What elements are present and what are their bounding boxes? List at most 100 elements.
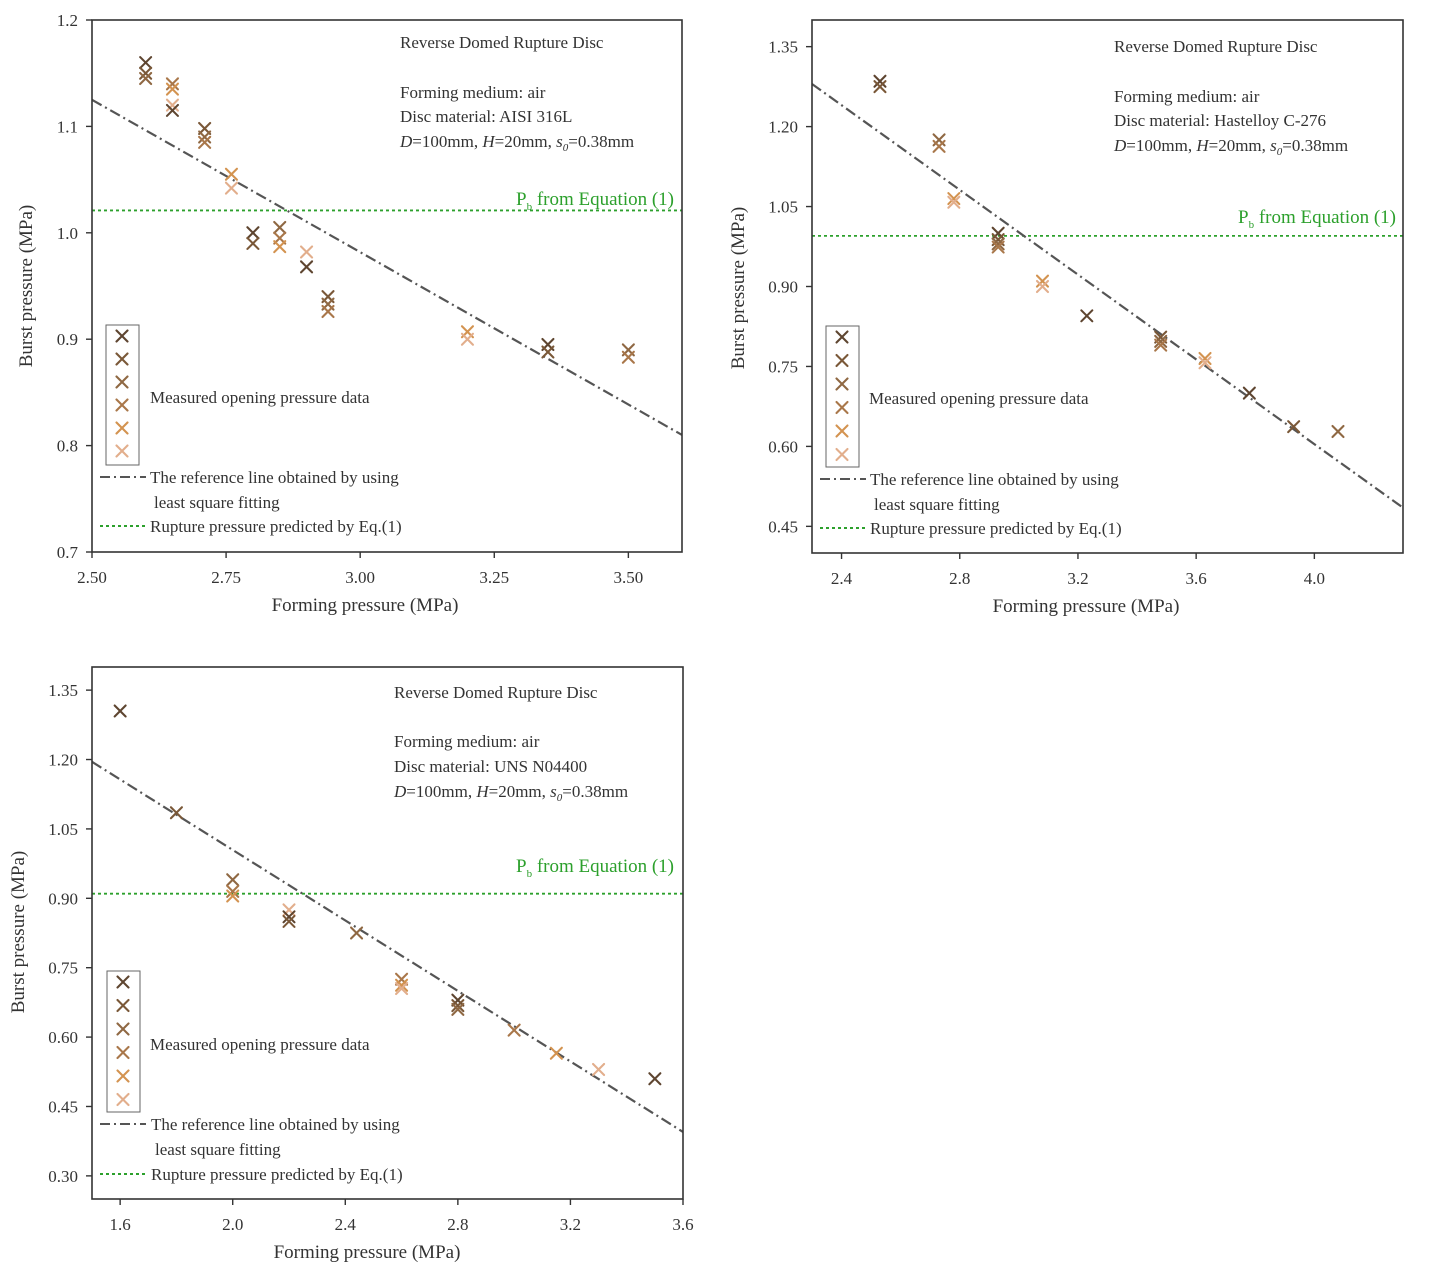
panel-3-data-point — [395, 978, 409, 992]
panel-3-data-point — [226, 873, 240, 887]
panel-3-data-point — [113, 704, 127, 718]
panel-2-data-point-stroke-b — [1287, 420, 1301, 434]
panel-3-annotation-medium: Forming medium: air — [394, 732, 540, 751]
panel-1-data-point — [246, 236, 260, 250]
panel-3-data-point-stroke-b — [226, 873, 240, 887]
panel-2-legend-marker — [835, 400, 849, 415]
panel-3-data-point-stroke-b — [648, 1072, 662, 1086]
panel-1-legend-fit-line1: The reference line obtained by using — [150, 468, 399, 487]
panel-3-data-point — [226, 884, 240, 898]
panel-2-legend-fit-line1: The reference line obtained by using — [870, 470, 1119, 489]
panel-3-x-tick-label: 3.2 — [560, 1215, 581, 1234]
panel-1-data-point-stroke-b — [198, 135, 212, 149]
panel-3-legend-marker-stroke-b — [116, 1069, 130, 1083]
panel-2-legend-markers — [835, 330, 849, 462]
panel-2-data-point-stroke-b — [1198, 356, 1212, 370]
panel-2-data-point — [1198, 351, 1212, 366]
panel-2-data-point — [873, 74, 887, 88]
panel-3: 1.6 2.0 2.4 2.8 3.2 3.6 0.30 0.45 0.60 0.75 0.90 1.… — [8, 666, 694, 1263]
panel-2-legend-marker — [835, 447, 849, 462]
panel-3-data-point — [349, 926, 364, 940]
panel-2-legend-fit-line2: least square fitting — [874, 495, 1000, 514]
panel-2-data-point — [1080, 309, 1094, 323]
panel-1-data-point-stroke-b — [246, 236, 260, 250]
panel-3-x-tick-label: 2.8 — [447, 1215, 468, 1234]
panel-1-plot-elements — [91, 56, 683, 436]
panel-2-annotation-dims: D=100mm, H=20mm, s0=0.38mm — [1113, 136, 1348, 158]
panel-2-data-point-stroke-b — [1242, 386, 1256, 400]
panel-2-data-point-stroke-b — [991, 237, 1005, 251]
panel-3-data-point — [226, 889, 240, 903]
panel-2-data-point-stroke-b — [1154, 338, 1168, 352]
panel-2-data-point — [1035, 279, 1050, 294]
panel-3-legend-marker — [116, 998, 130, 1013]
panel-2-annotation-material: Disc material: Hastelloy C-276 — [1114, 111, 1326, 130]
panel-1-data-point — [321, 304, 335, 319]
panel-2-data-point — [1035, 274, 1050, 288]
panel-1-legend-marker — [115, 375, 129, 389]
panel-1-data-point-stroke-b — [541, 345, 555, 359]
panel-2-x-axis-label: Forming pressure (MPa) — [993, 596, 1180, 617]
panel-3-y-tick-label: 1.20 — [48, 751, 78, 770]
panel-3-data-point-stroke-b — [395, 981, 409, 996]
panel-2-data-point — [991, 240, 1005, 254]
panel-3-legend-marker-stroke-b — [116, 1092, 130, 1107]
panel-3-data-point-stroke-b — [169, 806, 183, 820]
panel-1-legend-marker-stroke-b — [115, 352, 129, 366]
panel-1-data-point — [460, 332, 475, 346]
panel-1-data-point — [198, 135, 212, 149]
panel-1-data-point-stroke-b — [273, 240, 287, 254]
panel-1-legend-measured: Measured opening pressure data — [150, 388, 370, 407]
panel-1-legend-marker — [115, 444, 129, 458]
panel-3-ticks: 1.6 2.0 2.4 2.8 3.2 3.6 0.30 0.45 0.60 0.75 0.90 1.… — [48, 681, 693, 1234]
panel-3-annotation-material: Disc material: UNS N04400 — [394, 757, 587, 776]
panel-1-y-tick-label: 0.7 — [57, 543, 79, 562]
panel-2-y-tick-label: 1.35 — [768, 38, 798, 57]
panel-1-legend-marker-stroke-b — [115, 329, 129, 343]
panel-2-legend-marker-box — [825, 325, 860, 468]
panel-2-y-tick-label: 0.60 — [768, 437, 798, 456]
panel-2-y-tick-label: 0.90 — [768, 278, 798, 297]
panel-1-annotation-dims: D=100mm, H=20mm, s0=0.38mm — [399, 132, 634, 154]
panel-1-annotation-material: Disc material: AISI 316L — [400, 107, 572, 126]
panel-3-plot-elements — [91, 704, 684, 1133]
panel-3-x-tick-label: 2.0 — [222, 1215, 243, 1234]
panel-2-data-point — [1198, 356, 1212, 370]
panel-3-legend-marker — [116, 1022, 130, 1036]
panel-3-data-point-stroke-b — [282, 910, 296, 924]
panel-1-data-point — [299, 245, 314, 259]
panel-2-data-point-stroke-b — [873, 80, 887, 94]
panel-3-data-point — [169, 806, 183, 820]
panel-1-data-point — [621, 350, 635, 364]
panel-2-legend-marker-stroke-b — [835, 353, 849, 368]
panel-2-data-point — [947, 192, 961, 206]
panel-3-equation-label: Pb from Equation (1) — [516, 856, 674, 880]
panel-1-x-tick-label: 3.50 — [613, 568, 643, 587]
panel-2-legend-marker-stroke-b — [835, 400, 849, 415]
panel-2-data-point-stroke-b — [1035, 279, 1050, 294]
panel-1-data-point — [165, 82, 180, 96]
panel-1-y-tick-label: 1.2 — [57, 11, 78, 30]
panel-3-data-point-stroke-b — [507, 1023, 521, 1037]
panel-3-x-tick-label: 3.6 — [672, 1215, 693, 1234]
panel-1-data-point — [273, 240, 287, 254]
panel-3-y-tick-label: 0.45 — [48, 1097, 78, 1116]
panel-2-x-tick-label: 3.2 — [1067, 569, 1088, 588]
panel-3-y-tick-label: 0.30 — [48, 1167, 78, 1186]
panel-3-annotation-dims: D=100mm, H=20mm, s0=0.38mm — [393, 782, 628, 804]
panel-1-data-point-stroke-b — [165, 103, 180, 117]
panel-1-legend-marker-stroke-b — [115, 421, 129, 435]
panel-1-y-tick-label: 1.1 — [57, 117, 78, 136]
panel-1-y-tick-label: 1.0 — [57, 224, 78, 243]
panel-1: 2.50 2.75 3.00 3.25 3.50 0.7 0.8 0.9 1.0 1.1 1.2 F… — [16, 11, 683, 616]
panel-3-data-point-stroke-b — [226, 884, 240, 898]
panel-2-data-point-stroke-b — [1331, 424, 1345, 439]
panel-1-x-tick-label: 3.00 — [345, 568, 375, 587]
panel-1-data-point-stroke-b — [621, 350, 635, 364]
panel-3-data-point — [395, 972, 409, 986]
panel-2-data-point-stroke-b — [932, 139, 946, 153]
panel-2-legend-marker — [835, 377, 849, 391]
panel-1-legend-marker-stroke-b — [115, 375, 129, 389]
panel-3-plot-frame — [91, 666, 684, 1200]
panel-3-y-axis-label: Burst pressure (MPa) — [8, 851, 29, 1014]
